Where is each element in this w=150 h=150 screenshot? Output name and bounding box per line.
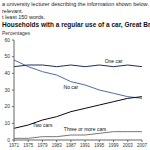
svg-text:1995: 1995 bbox=[94, 143, 105, 148]
svg-text:0: 0 bbox=[8, 137, 10, 143]
html-text:t least 150 words.: t least 150 words. bbox=[2, 14, 46, 20]
svg-text:20: 20 bbox=[8, 103, 10, 109]
svg-text:40: 40 bbox=[8, 70, 10, 76]
svg-text:Three or more cars: Three or more cars bbox=[64, 126, 107, 132]
svg-text:1999: 1999 bbox=[109, 143, 120, 148]
svg-text:1971: 1971 bbox=[9, 143, 20, 148]
svg-text:30: 30 bbox=[8, 87, 10, 93]
html-text:relevant.: relevant. bbox=[2, 7, 24, 14]
svg-text:1991: 1991 bbox=[80, 143, 91, 148]
svg-text:No car: No car bbox=[64, 84, 79, 90]
svg-text:10: 10 bbox=[8, 120, 10, 126]
svg-text:1983: 1983 bbox=[52, 143, 63, 148]
svg-text:60: 60 bbox=[8, 37, 10, 43]
svg-text:1979: 1979 bbox=[37, 143, 48, 148]
html-text:Percentages: Percentages bbox=[2, 30, 31, 36]
svg-text:2007: 2007 bbox=[137, 143, 142, 148]
svg-text:Two cars: Two cars bbox=[32, 122, 53, 128]
svg-text:1975: 1975 bbox=[23, 143, 34, 148]
svg-text:50: 50 bbox=[8, 53, 10, 59]
svg-text:1987: 1987 bbox=[66, 143, 77, 148]
svg-text:One car: One car bbox=[105, 58, 123, 64]
svg-text:2003: 2003 bbox=[123, 143, 134, 148]
